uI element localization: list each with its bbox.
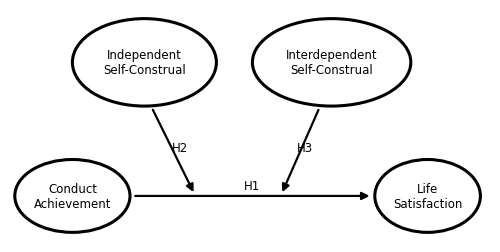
Text: H3: H3 xyxy=(297,141,314,154)
Text: Life
Satisfaction: Life Satisfaction xyxy=(393,182,462,210)
Text: Interdependent
Self-Construal: Interdependent Self-Construal xyxy=(286,49,378,77)
Text: Independent
Self-Construal: Independent Self-Construal xyxy=(103,49,186,77)
Text: H1: H1 xyxy=(244,179,260,192)
Text: H2: H2 xyxy=(172,141,188,154)
Text: Conduct
Achievement: Conduct Achievement xyxy=(34,182,111,210)
